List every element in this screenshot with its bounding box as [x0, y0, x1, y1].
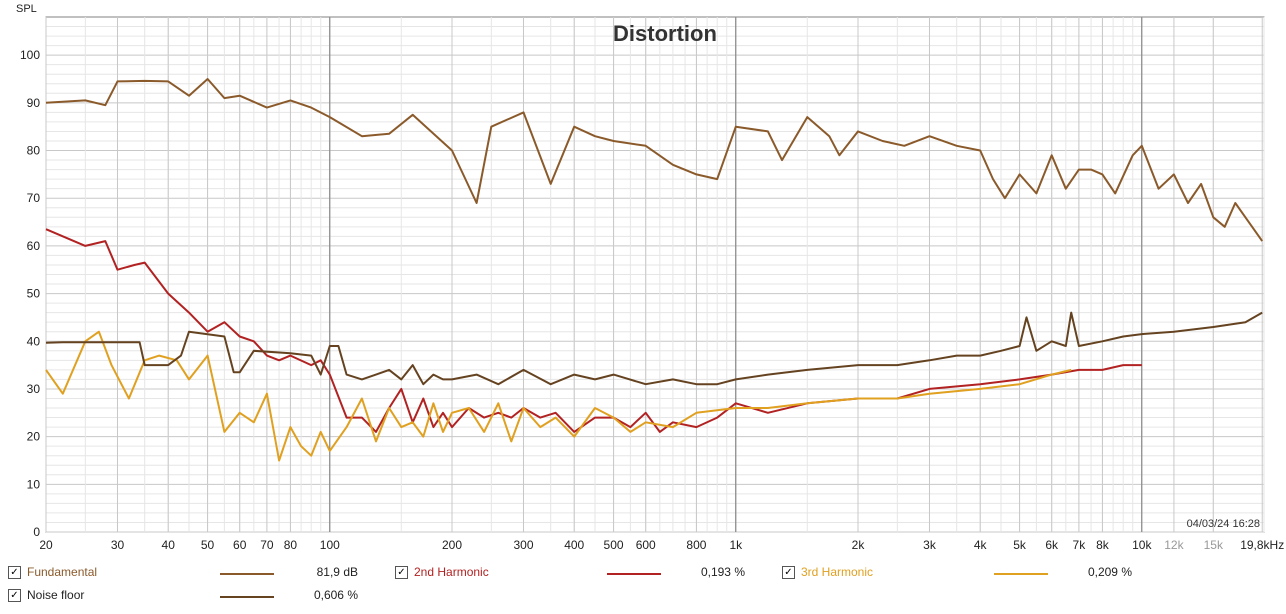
- x-tick-label: 5k: [1013, 538, 1027, 552]
- legend-item-noise-floor[interactable]: ✓ Noise floor 0,606 %: [8, 587, 388, 605]
- y-tick-label: 70: [27, 191, 41, 205]
- y-tick-label: 60: [27, 239, 41, 253]
- x-tick-label: 7k: [1073, 538, 1087, 552]
- timestamp: 04/03/24 16:28: [1187, 518, 1260, 530]
- legend-swatch-3rd-harmonic: [994, 573, 1048, 575]
- x-tick-label: 500: [604, 538, 624, 552]
- x-tick-label: 3k: [923, 538, 937, 552]
- x-tick-label: 15k: [1204, 538, 1224, 552]
- legend: ✓ Fundamental 81,9 dB ✓ 2nd Harmonic 0,1…: [0, 560, 1286, 614]
- series-line-noise-floor: [45, 311, 1263, 386]
- x-tick-label: 2k: [852, 538, 866, 552]
- chart-title: Distortion: [613, 21, 717, 46]
- series-line-fundamental: [45, 78, 1264, 242]
- x-tick-label: 800: [686, 538, 706, 552]
- legend-item-3rd-harmonic[interactable]: ✓ 3rd Harmonic 0,209 %: [782, 564, 1162, 582]
- y-tick-label: 90: [27, 96, 41, 110]
- legend-swatch-2nd-harmonic: [607, 573, 661, 575]
- y-tick-label: 100: [20, 48, 40, 62]
- x-tick-label: 100: [320, 538, 340, 552]
- x-tick-label: 300: [513, 538, 533, 552]
- x-tick-label: 30: [111, 538, 125, 552]
- legend-swatch-noise-floor: [220, 596, 274, 598]
- legend-value-fundamental: 81,9 dB: [316, 565, 358, 579]
- legend-value-3rd-harmonic: 0,209 %: [1087, 565, 1132, 579]
- x-tick-label: 4k: [974, 538, 988, 552]
- x-tick-label: 19,8kHz: [1240, 538, 1284, 552]
- legend-label-noise-floor: Noise floor: [27, 588, 85, 602]
- x-tick-label: 12k: [1164, 538, 1184, 552]
- y-tick-label: 80: [27, 144, 41, 158]
- x-tick-label: 1k: [729, 538, 743, 552]
- y-tick-label: 50: [27, 287, 41, 301]
- y-tick-label: 20: [27, 430, 41, 444]
- x-tick-label: 60: [233, 538, 247, 552]
- x-tick-label: 6k: [1045, 538, 1059, 552]
- x-tick-label: 200: [442, 538, 462, 552]
- x-tick-label: 50: [201, 538, 215, 552]
- x-tick-label: 600: [636, 538, 656, 552]
- legend-label-3rd-harmonic: 3rd Harmonic: [801, 565, 874, 579]
- x-tick-label: 8k: [1096, 538, 1110, 552]
- legend-value-noise-floor: 0,606 %: [313, 588, 358, 602]
- chart-svg: 0 10 20 30 40 50 60 70 80 90 100 20 30 40 50 60 70 80 100 2…: [16, 3, 1284, 552]
- legend-checkbox-3rd-harmonic[interactable]: ✓: [782, 566, 795, 579]
- x-tick-label: 70: [260, 538, 274, 552]
- legend-label-2nd-harmonic: 2nd Harmonic: [414, 565, 489, 579]
- series-line-3rd-harmonic: [45, 330, 1072, 462]
- legend-item-2nd-harmonic[interactable]: ✓ 2nd Harmonic 0,193 %: [395, 564, 775, 582]
- y-tick-label: 0: [33, 525, 40, 539]
- y-tick-label: 10: [27, 477, 41, 491]
- x-tick-label: 80: [284, 538, 298, 552]
- y-tick-label: 40: [27, 334, 41, 348]
- y-tick-label: 30: [27, 382, 41, 396]
- legend-checkbox-2nd-harmonic[interactable]: ✓: [395, 566, 408, 579]
- legend-checkbox-fundamental[interactable]: ✓: [8, 566, 21, 579]
- x-tick-label: 40: [162, 538, 176, 552]
- legend-swatch-fundamental: [220, 573, 274, 575]
- legend-item-fundamental[interactable]: ✓ Fundamental 81,9 dB: [8, 564, 388, 582]
- legend-value-2nd-harmonic: 0,193 %: [700, 565, 745, 579]
- x-tick-label: 10k: [1132, 538, 1152, 552]
- y-axis-label: SPL: [16, 3, 37, 15]
- legend-label-fundamental: Fundamental: [27, 565, 98, 579]
- x-tick-label: 400: [564, 538, 584, 552]
- distortion-chart: 0 10 20 30 40 50 60 70 80 90 100 20 30 40 50 60 70 80 100 2…: [16, 3, 1284, 552]
- x-tick-label: 20: [39, 538, 53, 552]
- legend-checkbox-noise-floor[interactable]: ✓: [8, 589, 21, 602]
